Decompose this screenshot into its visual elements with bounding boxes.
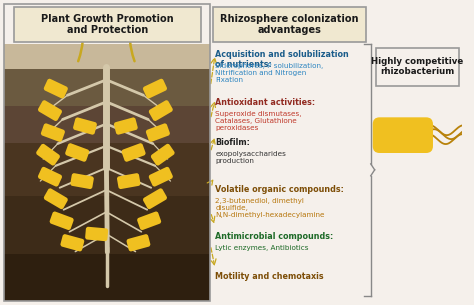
- FancyBboxPatch shape: [36, 144, 60, 166]
- FancyBboxPatch shape: [149, 100, 173, 121]
- FancyBboxPatch shape: [373, 117, 433, 153]
- Text: Antimicrobial compounds:: Antimicrobial compounds:: [215, 232, 334, 241]
- Text: Acquisition and solubilization
of nutrients:: Acquisition and solubilization of nutrie…: [215, 50, 349, 69]
- Bar: [4, 106, 210, 143]
- Bar: [4, 196, 210, 254]
- Bar: [14, 7, 201, 42]
- FancyBboxPatch shape: [73, 117, 97, 135]
- FancyBboxPatch shape: [50, 211, 74, 230]
- FancyBboxPatch shape: [146, 123, 170, 142]
- FancyBboxPatch shape: [143, 79, 167, 99]
- Text: Biofilm:: Biofilm:: [215, 138, 250, 147]
- FancyBboxPatch shape: [85, 227, 108, 241]
- Text: exopolysaccharides
production: exopolysaccharides production: [215, 151, 286, 164]
- FancyBboxPatch shape: [38, 100, 62, 121]
- FancyBboxPatch shape: [41, 123, 65, 142]
- Bar: [4, 69, 210, 106]
- FancyBboxPatch shape: [143, 188, 167, 209]
- Bar: [213, 7, 366, 42]
- Text: Siderophores, P solubilization,
Nitrification and Nitrogen
Fixation: Siderophores, P solubilization, Nitrific…: [215, 63, 323, 83]
- FancyBboxPatch shape: [117, 173, 140, 189]
- Text: Antioxidant activities:: Antioxidant activities:: [215, 99, 315, 107]
- Text: Plant Growth Promotion
and Protection: Plant Growth Promotion and Protection: [41, 14, 173, 35]
- FancyBboxPatch shape: [38, 167, 62, 187]
- FancyBboxPatch shape: [44, 79, 68, 99]
- FancyBboxPatch shape: [60, 234, 84, 251]
- FancyBboxPatch shape: [121, 143, 146, 162]
- FancyBboxPatch shape: [44, 188, 68, 209]
- FancyBboxPatch shape: [65, 143, 89, 162]
- Bar: [4, 4, 210, 301]
- FancyBboxPatch shape: [151, 144, 175, 166]
- FancyBboxPatch shape: [127, 234, 150, 251]
- Bar: [4, 143, 210, 196]
- Text: Highly competitive
rhizobacterium: Highly competitive rhizobacterium: [371, 57, 464, 77]
- FancyBboxPatch shape: [137, 211, 161, 230]
- Bar: [4, 44, 210, 69]
- FancyBboxPatch shape: [70, 173, 94, 189]
- Text: 2,3-butanediol, dimethyl
disulfide,
N,N-dimethyl-hexadecylamine: 2,3-butanediol, dimethyl disulfide, N,N-…: [215, 198, 325, 217]
- Text: Rhizosphere colonization
advantages: Rhizosphere colonization advantages: [220, 14, 359, 35]
- Text: Volatile organic compounds:: Volatile organic compounds:: [215, 185, 344, 194]
- FancyBboxPatch shape: [114, 117, 138, 135]
- Text: Motility and chemotaxis: Motility and chemotaxis: [215, 272, 324, 281]
- Text: Lytic enzymes, Antibiotics: Lytic enzymes, Antibiotics: [215, 245, 309, 251]
- Bar: [4, 254, 210, 301]
- Text: Superoxide dismutases,
Catalases, Glutathione
peroxidases: Superoxide dismutases, Catalases, Glutat…: [215, 111, 302, 131]
- FancyBboxPatch shape: [149, 167, 173, 187]
- Bar: [375, 48, 459, 86]
